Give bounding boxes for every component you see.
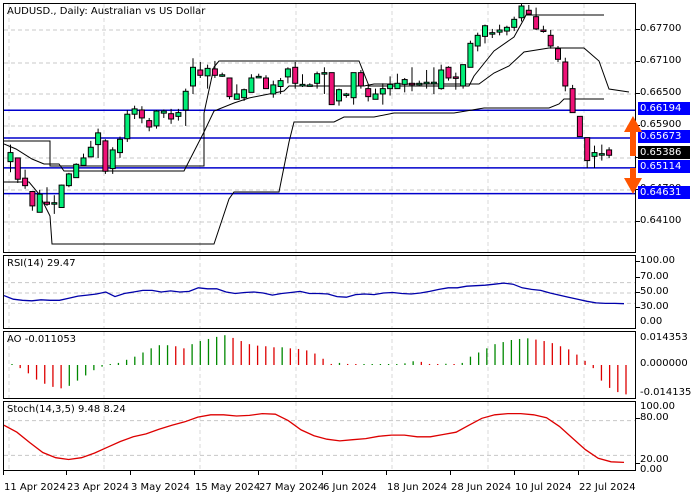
time-axis-label: 22 Jul 2024 [579,482,636,493]
support-2-label: 0.64631 [638,186,690,199]
axis-tick [636,307,640,308]
stoch-pane[interactable]: Stoch(14,3,5) 9.48 8.24 [3,401,636,471]
ao-axis-min: -0.014135 [640,387,692,398]
chart-title: AUDUSD., Daily: Australian vs US Dollar [7,6,206,17]
time-axis-label: 28 Jun 2024 [451,482,512,493]
arrow-down-icon [624,168,642,194]
ao-histogram [8,332,627,398]
time-tick [450,470,451,475]
rsi-title: RSI(14) 29.47 [7,258,76,269]
axis-tick [636,29,640,30]
stoch-axis-0: 0.00 [640,464,663,475]
main-chart-pane[interactable]: AUDUSD., Daily: Australian vs US Dollar [3,3,636,253]
stochastic-line-chart [4,402,635,470]
time-axis-label: 10 Jul 2024 [515,482,572,493]
time-axis-line [3,470,636,471]
price-axis-label: 0.66500 [640,86,682,98]
time-tick [194,470,195,475]
rsi-line-chart [4,256,635,328]
rsi-axis-50: 50.00 [640,286,669,297]
time-tick [3,470,4,475]
price-axis-label: 0.67700 [640,23,682,34]
price-axis-label: 0.64100 [640,214,682,226]
ao-axis-zero: 0.000000 [640,358,688,369]
rsi-axis-0: 0.00 [640,316,663,327]
time-axis-label: 27 May 2024 [259,482,325,493]
axis-tick [636,261,640,262]
time-tick [258,470,259,475]
axis-tick [636,220,640,222]
rsi-pane[interactable]: RSI(14) 29.47 [3,255,636,329]
time-tick [66,470,67,475]
ao-axis-max: 0.014353 [640,332,688,343]
stoch-axis-80: 80.00 [640,412,669,423]
rsi-axis-100: 100.00 [640,255,675,266]
resistance-1-label: 0.65673 [638,130,690,143]
time-tick [386,470,387,475]
price-axis-label: 0.67100 [640,54,682,66]
candlestick-chart [4,4,635,252]
price-axis-label: 0.65900 [640,118,682,130]
time-axis-label: 15 May 2024 [195,482,261,493]
support-1-label: 0.65114 [638,160,690,173]
time-axis-label: 3 May 2024 [131,482,190,493]
time-tick [322,470,323,475]
stoch-axis-100: 100.00 [640,401,675,412]
stoch-axis-20: 20.00 [640,454,669,465]
time-tick [578,470,579,475]
time-axis-label: 6 Jun 2024 [323,482,377,493]
axis-tick [636,418,640,419]
axis-tick [636,292,640,293]
axis-tick [636,463,640,464]
resistance-2-label: 0.66194 [638,102,690,115]
stoch-title: Stoch(14,3,5) 9.48 8.24 [7,404,126,415]
time-axis-label: 11 Apr 2024 [4,482,66,493]
rsi-axis-30: 30.00 [640,301,669,312]
arrow-up-icon [624,116,642,156]
ao-title: AO -0.011053 [7,334,77,345]
axis-tick [636,92,640,94]
axis-tick [636,277,640,278]
current-price-label: 0.65386 [638,146,690,159]
time-tick [514,470,515,475]
ao-pane[interactable]: AO -0.011053 [3,331,636,399]
time-axis-label: 18 Jun 2024 [387,482,448,493]
time-tick [130,470,131,475]
axis-tick [636,60,640,62]
time-axis-label: 23 Apr 2024 [67,482,129,493]
rsi-axis-70: 70.00 [640,271,669,282]
